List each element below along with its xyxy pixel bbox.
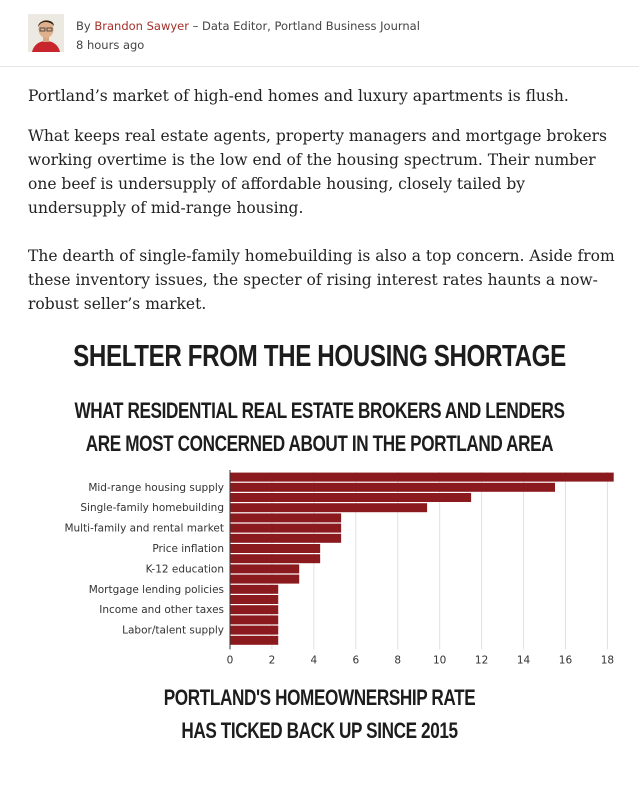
x-tick-label: 4 [311, 654, 318, 666]
publish-time: 8 hours ago [76, 38, 145, 52]
bar [230, 493, 472, 502]
x-tick-label: 12 [475, 654, 488, 666]
chart-subtitle-line1: WHAT RESIDENTIAL REAL ESTATE BROKERS AND… [74, 398, 565, 423]
byline-text: By Brandon Sawyer – Data Editor, Portlan… [76, 19, 420, 33]
x-tick-label: 6 [352, 654, 359, 666]
bar-chart: Mid-range housing supply Single-family ho… [64, 470, 614, 666]
category-label: Income and other taxes [99, 604, 224, 616]
bar [230, 554, 321, 564]
bar [230, 635, 279, 645]
bar [230, 595, 279, 604]
x-tick-label: 16 [559, 654, 573, 666]
infographic-title: SHELTER FROM THE HOUSING SHORTAGE [73, 338, 566, 373]
bar [230, 513, 342, 523]
author-avatar[interactable] [28, 14, 64, 52]
x-tick-label: 8 [394, 654, 401, 666]
infographic: SHELTER FROM THE HOUSING SHORTAGE WHAT R… [0, 330, 639, 762]
bar [230, 523, 342, 533]
next-chart-title-line1: PORTLAND'S HOMEOWNERSHIP RATE [163, 685, 476, 710]
byline-prefix: By [76, 19, 91, 33]
x-tick-label: 10 [433, 654, 446, 666]
article-paragraph: Portland’s market of high-end homes and … [28, 87, 569, 105]
bar [230, 533, 342, 543]
author-role: – Data Editor, Portland Business Journal [192, 19, 420, 33]
x-tick-label: 14 [517, 654, 531, 666]
category-label: Labor/talent supply [122, 625, 224, 637]
category-label: Mid-range housing supply [88, 482, 224, 494]
x-tick-label: 0 [227, 654, 234, 666]
article-paragraph: The dearth of single-family homebuilding… [28, 247, 615, 313]
bar [230, 615, 279, 625]
category-label: Multi-family and rental market [64, 523, 224, 535]
x-tick-label: 18 [601, 654, 614, 666]
x-tick-label: 2 [269, 654, 276, 666]
bar [230, 574, 300, 584]
category-label: Price inflation [152, 543, 224, 555]
author-link[interactable]: Brandon Sawyer [94, 19, 189, 33]
category-label: Single-family homebuilding [80, 502, 224, 514]
bar [230, 503, 428, 513]
byline: By Brandon Sawyer – Data Editor, Portlan… [0, 0, 639, 67]
chart-subtitle-line2: ARE MOST CONCERNED ABOUT IN THE PORTLAND… [85, 431, 554, 456]
category-label: K-12 education [146, 563, 224, 575]
bar [230, 605, 279, 615]
bar [230, 625, 279, 635]
article-paragraph: What keeps real estate agents, property … [28, 127, 607, 217]
bar [230, 564, 300, 574]
next-chart-title-line2: HAS TICKED BACK UP SINCE 2015 [181, 718, 458, 743]
category-label: Mortgage lending policies [89, 584, 224, 596]
bar [230, 584, 279, 594]
bar [230, 472, 614, 482]
bar [230, 544, 321, 553]
bar [230, 482, 555, 492]
